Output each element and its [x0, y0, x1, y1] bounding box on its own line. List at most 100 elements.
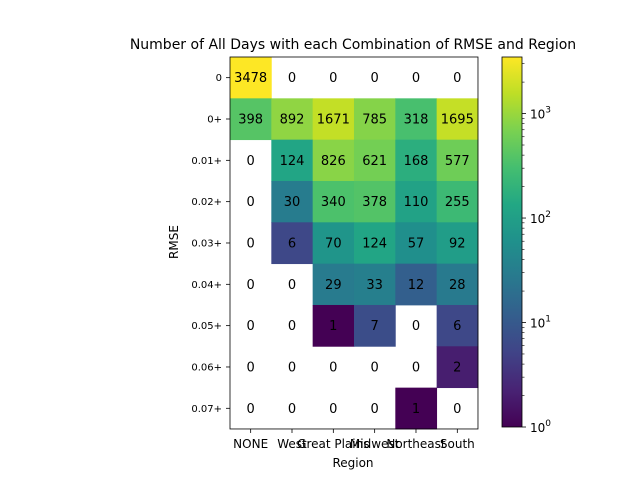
cell-value-label: 0 — [288, 360, 296, 375]
cell-value-label: 0 — [412, 71, 420, 86]
cell-value-label: 621 — [362, 154, 387, 169]
heatmap-cell — [395, 139, 438, 182]
heatmap-cell — [230, 57, 272, 99]
cell-value-label: 0 — [371, 71, 379, 86]
y-tick-label: 0.04+ — [191, 280, 222, 291]
y-tick-label: 0.02+ — [191, 197, 222, 208]
cell-value-label: 6 — [453, 319, 461, 334]
y-axis-label: RMSE — [167, 225, 181, 259]
cell-value-label: 57 — [408, 236, 425, 251]
cell-value-label: 0 — [371, 402, 379, 417]
cell-value-label: 255 — [445, 195, 470, 210]
cell-value-label: 0 — [371, 360, 379, 375]
cell-value-label: 0 — [329, 360, 337, 375]
heatmap-cell — [395, 222, 438, 265]
heatmap-cell — [436, 346, 479, 389]
cell-value-label: 826 — [321, 154, 346, 169]
cell-value-label: 785 — [362, 112, 387, 127]
heatmap-cell — [353, 304, 396, 347]
cell-value-label: 1695 — [441, 112, 474, 127]
cell-value-label: 0 — [247, 402, 255, 417]
cell-value-label: 6 — [288, 236, 296, 251]
cell-value-label: 12 — [408, 278, 425, 293]
x-tick-label: Midwest — [350, 437, 400, 451]
cell-value-label: 1 — [329, 319, 337, 334]
heatmap-cell — [436, 139, 479, 182]
cell-value-label: 0 — [288, 71, 296, 86]
cell-value-label: 340 — [321, 195, 346, 210]
x-tick-label: Great Plains — [297, 437, 369, 451]
heatmap-cell — [436, 222, 479, 265]
heatmap-cell — [353, 98, 396, 141]
heatmap-cell — [271, 139, 314, 182]
y-tick-label: 0.07+ — [191, 404, 222, 415]
heatmap-cell — [312, 263, 355, 306]
cell-value-label: 0 — [412, 360, 420, 375]
cell-value-label: 0 — [247, 319, 255, 334]
cell-value-label: 0 — [288, 278, 296, 293]
cell-value-label: 892 — [280, 112, 305, 127]
cell-value-label: 0 — [453, 71, 461, 86]
cell-value-label: 0 — [247, 278, 255, 293]
y-tick-label: 0.01+ — [191, 156, 222, 167]
heatmap-cell — [353, 180, 396, 223]
heatmap-cell — [353, 222, 396, 265]
x-axis-label: Region — [332, 456, 373, 470]
heatmap-cell — [395, 263, 438, 306]
heatmap-cell — [395, 98, 438, 141]
cell-value-label: 110 — [404, 195, 429, 210]
cell-value-label: 318 — [404, 112, 429, 127]
heatmap-cell — [271, 98, 314, 141]
cell-value-label: 30 — [284, 195, 301, 210]
heatmap-cell — [312, 139, 355, 182]
chart-title: Number of All Days with each Combination… — [130, 37, 576, 53]
heatmap-cell — [395, 387, 438, 430]
cell-value-label: 0 — [247, 195, 255, 210]
cell-value-label: 0 — [453, 402, 461, 417]
heatmap-cell — [312, 304, 355, 347]
cell-value-label: 92 — [449, 236, 466, 251]
colorbar-fill — [502, 57, 522, 427]
y-tick-label: 0.06+ — [191, 362, 222, 373]
y-tick-label: 0.05+ — [191, 321, 222, 332]
cell-value-label: 0 — [412, 319, 420, 334]
cell-value-label: 0 — [247, 154, 255, 169]
cell-value-label: 398 — [238, 112, 263, 127]
heatmap-cell — [353, 263, 396, 306]
y-tick-label: 0.03+ — [191, 238, 222, 249]
heatmap-cell — [230, 98, 272, 141]
x-tick-label: Northeast — [386, 437, 446, 451]
heatmap-cell — [271, 180, 314, 223]
x-tick-label: NONE — [233, 437, 268, 451]
cell-value-label: 0 — [247, 236, 255, 251]
cell-value-label: 168 — [404, 154, 429, 169]
heatmap-cell — [436, 180, 479, 223]
y-tick-label: 0 — [216, 73, 222, 84]
cell-value-label: 2 — [453, 360, 461, 375]
cell-value-label: 70 — [325, 236, 342, 251]
cell-value-label: 0 — [329, 402, 337, 417]
cell-value-label: 0 — [288, 402, 296, 417]
cell-value-label: 3478 — [234, 71, 267, 86]
cell-value-label: 1671 — [317, 112, 350, 127]
cell-value-label: 124 — [280, 154, 305, 169]
x-tick-label: West — [277, 437, 307, 451]
colorbar-frame — [501, 56, 523, 428]
cell-value-label: 1 — [412, 402, 420, 417]
cell-value-label: 28 — [449, 278, 466, 293]
cell-value-label: 33 — [366, 278, 383, 293]
heatmap-cell — [353, 139, 396, 182]
cell-value-label: 7 — [371, 319, 379, 334]
heatmap-cell — [436, 98, 479, 141]
heatmap-cell — [271, 222, 314, 265]
cell-value-label: 0 — [247, 360, 255, 375]
cell-value-label: 124 — [362, 236, 387, 251]
cell-value-label: 0 — [329, 71, 337, 86]
cell-value-label: 378 — [362, 195, 387, 210]
heatmap-cell — [312, 222, 355, 265]
heatmap-cell — [312, 98, 355, 141]
heatmap-cell — [436, 304, 479, 347]
cell-value-label: 0 — [288, 319, 296, 334]
